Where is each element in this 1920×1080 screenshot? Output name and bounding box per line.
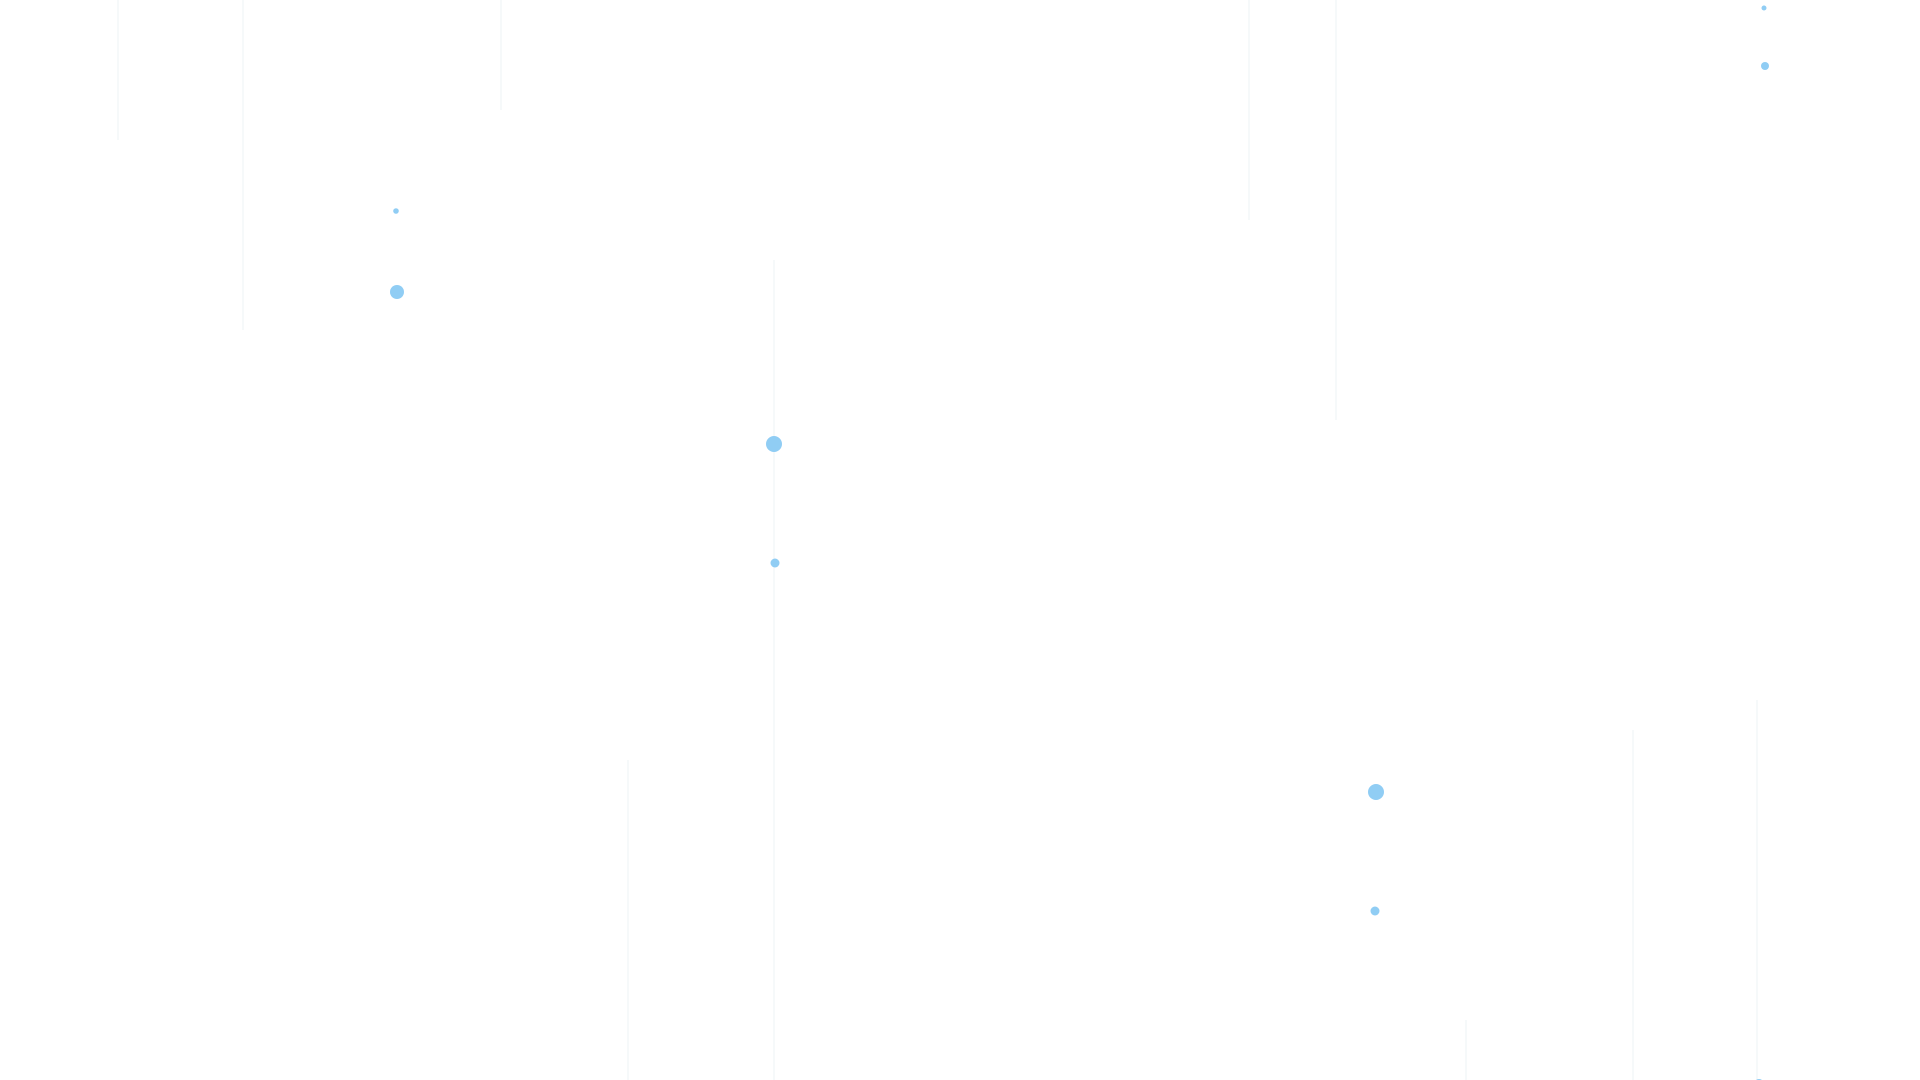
guide-lines [117,0,1758,1080]
dot [1368,784,1384,800]
dot [393,208,399,214]
dot [1761,5,1767,11]
dot [770,558,780,568]
dot [1370,906,1380,916]
dots-group [390,5,1769,1080]
dot [766,436,782,452]
dot [1761,62,1769,70]
dot [390,285,404,299]
